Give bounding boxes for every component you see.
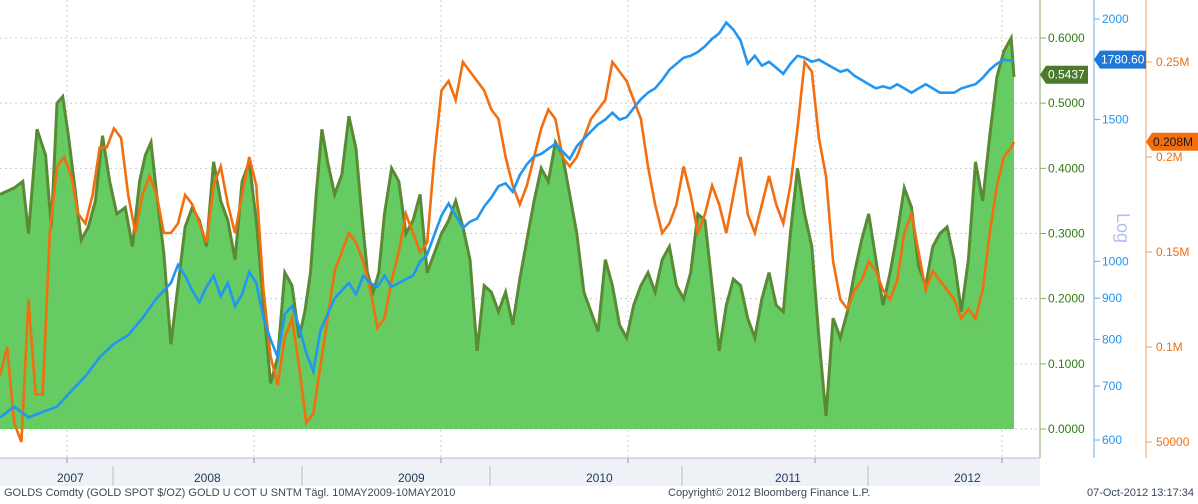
axis-mid-tick-label: 2000: [1102, 12, 1129, 26]
axis-mid-tick-label: 700: [1102, 379, 1122, 393]
axis-mid-gold-price: 600 700 800 900 1000 1500 2000 Log: [1093, 0, 1133, 458]
axis-mid-tick-label: 600: [1102, 433, 1122, 447]
gold-last-value-box: [1094, 50, 1146, 69]
axis-left-tick-label: 0.1000: [1048, 357, 1085, 371]
footer-left: GOLDS Comdty (GOLD SPOT $/OZ) GOLD U COT…: [4, 487, 456, 499]
axis-right-tick-label: 0.15M: [1156, 245, 1189, 259]
footer-timestamp: 07-Oct-2012 13:17:34: [1086, 487, 1194, 499]
sentiment-area: [0, 38, 1014, 429]
axis-left-tick-label: 0.4000: [1048, 161, 1085, 175]
axis-mid-tick-label: 900: [1102, 291, 1122, 305]
cot-line: [0, 58, 1016, 443]
sentiment-last-value-box: [1040, 65, 1088, 84]
axis-mid-tick-label: 800: [1102, 332, 1122, 346]
x-axis-tick-label: 2011: [775, 471, 801, 485]
footer-copyright: Copyright© 2012 Bloomberg Finance L.P.: [668, 487, 871, 499]
x-axis: 2007 2008 2009 2010 2011 2012: [0, 457, 1040, 486]
axis-right-tick-label: 0.25M: [1156, 55, 1189, 69]
axis-left-sentiment: 0.0000 0.1000 0.2000 0.3000 0.4000 0.5000 0.60…: [1039, 0, 1085, 458]
gold-price-line: [0, 20, 1015, 419]
x-axis-tick-label: 2008: [194, 471, 221, 485]
axis-mid-scale-label: Log: [1113, 213, 1133, 243]
axis-mid-tick-label: 1500: [1102, 113, 1129, 127]
axis-right-tick-label: 0.2M: [1156, 150, 1183, 164]
cot-last-value-box: [1146, 132, 1198, 151]
cot-last-value: 0.208M: [1153, 135, 1193, 149]
x-axis-tick-label: 2010: [586, 471, 613, 485]
x-axis-tick-label: 2009: [398, 471, 425, 485]
sentiment-line: [0, 32, 1016, 417]
axis-right-tick-label: 0.1M: [1156, 340, 1183, 354]
axis-mid-tick-label: 1000: [1102, 254, 1129, 268]
sentiment-last-value: 0.5437: [1048, 68, 1085, 82]
axis-right-tick-label: 50000: [1156, 435, 1190, 449]
gold-last-value: 1780.60: [1101, 53, 1145, 67]
axis-left-tick-label: 0.2000: [1048, 292, 1085, 306]
axis-left-tick-label: 0.3000: [1048, 227, 1085, 241]
series-layer: [0, 20, 1016, 443]
x-axis-tick-label: 2007: [57, 471, 84, 485]
bloomberg-chart: 0.0000 0.1000 0.2000 0.3000 0.4000 0.5000 0.60…: [0, 0, 1198, 486]
axis-right-cot: 50000 0.1M 0.15M 0.2M 0.25M: [1145, 0, 1190, 458]
axis-left-tick-label: 0.0000: [1048, 422, 1085, 436]
x-axis-band: [0, 458, 1040, 486]
x-axis-tick-label: 2012: [954, 471, 981, 485]
axis-left-tick-label: 0.6000: [1048, 31, 1085, 45]
axis-left-tick-label: 0.5000: [1048, 96, 1085, 110]
last-value-labels: 0.5437 1780.60 0.208M: [1040, 50, 1198, 151]
